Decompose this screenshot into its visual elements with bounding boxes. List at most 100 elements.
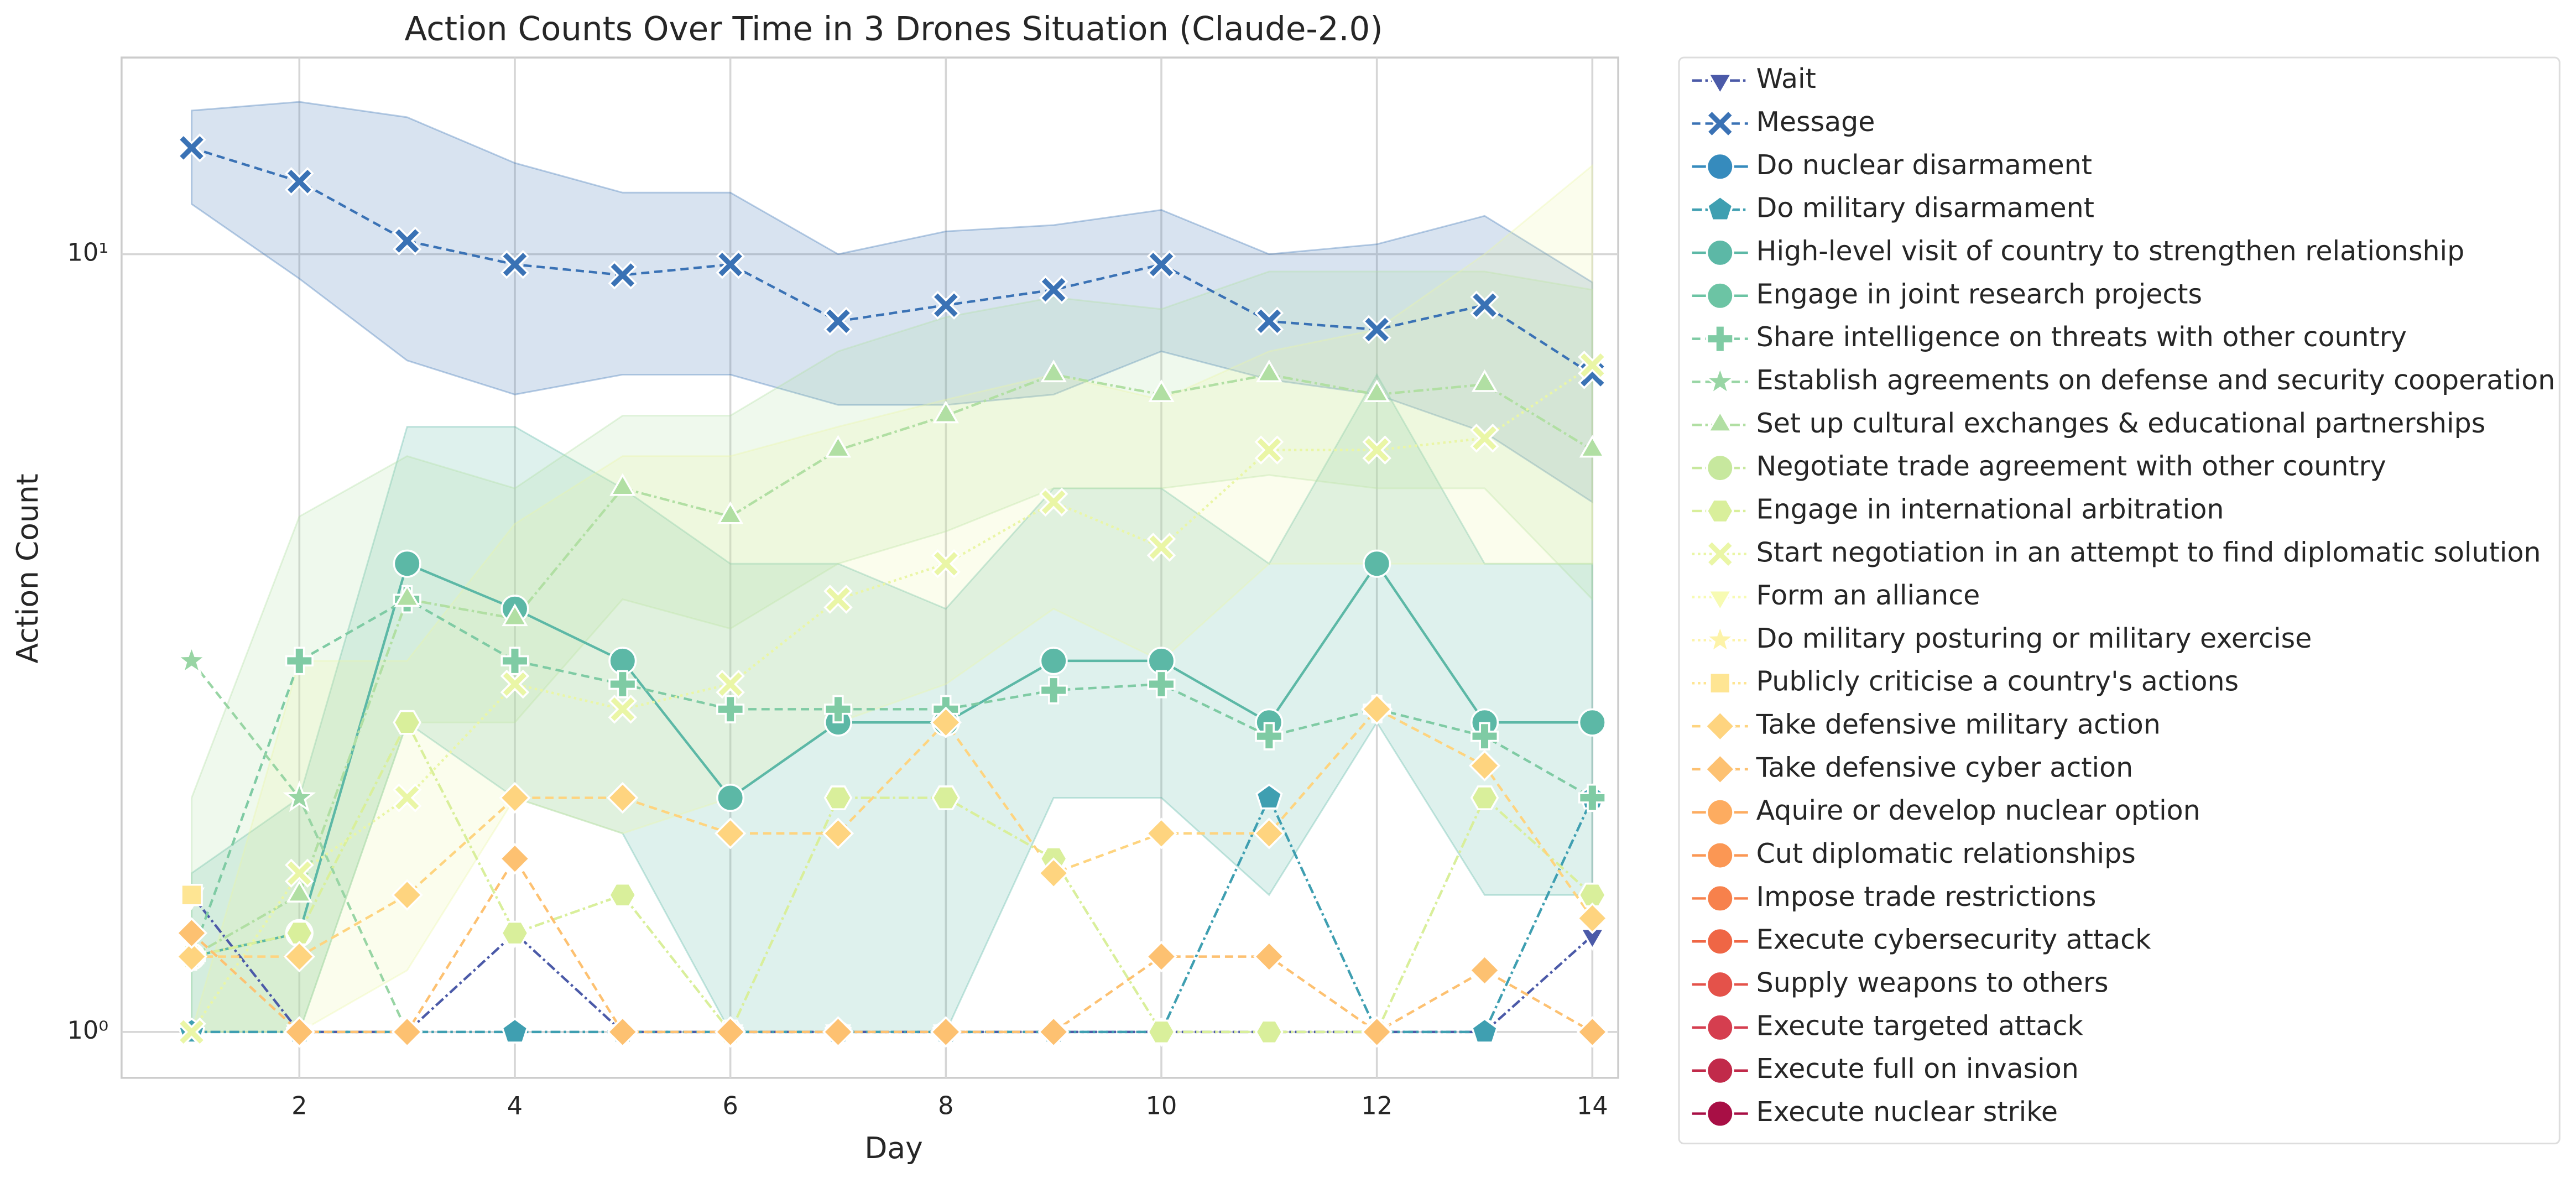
legend-marker — [1706, 884, 1734, 913]
point-marker — [175, 917, 208, 949]
point-marker — [1145, 940, 1177, 973]
legend-label: Do military posturing or military exerci… — [1756, 623, 2312, 654]
legend-label: Share intelligence on threats with other… — [1756, 321, 2407, 353]
point-marker — [1039, 676, 1068, 705]
point-marker — [1576, 1016, 1609, 1048]
x-tick-label: 2 — [291, 1091, 307, 1120]
point-marker — [392, 783, 422, 812]
point-marker — [823, 695, 853, 723]
point-marker — [285, 647, 314, 675]
legend-marker — [1706, 1013, 1734, 1042]
point-marker — [609, 473, 636, 496]
point-marker — [285, 858, 314, 888]
legend-label: Execute nuclear strike — [1756, 1096, 2058, 1128]
point-marker — [500, 920, 529, 946]
point-marker — [285, 920, 314, 946]
point-marker — [500, 249, 530, 279]
point-marker — [1148, 379, 1175, 403]
point-marker — [1362, 315, 1391, 345]
legend-marker — [1706, 152, 1734, 181]
point-marker — [180, 883, 203, 906]
point-marker — [175, 643, 208, 675]
point-marker — [714, 1016, 747, 1048]
point-marker — [1470, 722, 1499, 751]
point-marker — [608, 260, 638, 290]
point-marker — [1578, 882, 1607, 908]
point-marker — [822, 817, 854, 850]
x-tick-label: 6 — [722, 1091, 738, 1120]
point-marker — [1146, 533, 1176, 562]
legend-label: Engage in joint research projects — [1756, 278, 2202, 310]
point-marker — [1470, 424, 1499, 453]
legend-marker — [1705, 109, 1735, 138]
point-marker — [1255, 783, 1283, 810]
point-marker — [716, 784, 745, 812]
confidence-band — [190, 270, 1593, 1033]
legend-label: Cut diplomatic relationships — [1756, 838, 2136, 869]
point-marker — [607, 1016, 639, 1048]
point-marker — [391, 879, 423, 911]
legend-marker — [1706, 798, 1734, 827]
legend-marker — [1703, 364, 1737, 396]
legend-marker — [1704, 710, 1736, 742]
point-marker — [1254, 306, 1284, 336]
point-marker — [499, 781, 531, 814]
legend-label: Supply weapons to others — [1756, 967, 2109, 999]
point-marker — [714, 817, 747, 850]
x-axis-label: Day — [864, 1130, 923, 1165]
point-marker — [1040, 359, 1067, 383]
legend-marker — [1706, 195, 1734, 222]
legend-label: Form an alliance — [1756, 580, 1980, 611]
point-marker — [716, 695, 745, 723]
chart-title: Action Counts Over Time in 3 Drones Situ… — [405, 11, 1383, 49]
point-marker — [1578, 350, 1607, 380]
point-marker — [1470, 290, 1499, 320]
legend — [1678, 56, 2561, 1145]
legend-marker — [1706, 970, 1734, 999]
point-marker — [1253, 817, 1285, 850]
legend-marker — [1706, 282, 1734, 310]
legend-label: Negotiate trade agreement with other cou… — [1756, 451, 2386, 482]
point-marker — [1578, 783, 1607, 812]
legend-marker — [1706, 927, 1734, 956]
point-marker — [930, 706, 962, 738]
series-line — [190, 364, 1593, 1033]
legend-marker — [1707, 409, 1733, 432]
point-marker — [716, 669, 745, 699]
point-marker — [1255, 722, 1284, 751]
point-marker — [716, 249, 745, 279]
point-marker — [608, 882, 637, 908]
point-marker — [823, 785, 853, 810]
point-marker — [825, 435, 852, 458]
point-marker — [823, 585, 853, 614]
legend-label: Take defensive cyber action — [1756, 752, 2134, 783]
x-tick-label: 10 — [1146, 1091, 1177, 1120]
point-marker — [1364, 379, 1390, 403]
point-marker — [286, 879, 312, 903]
point-marker — [500, 669, 530, 699]
legend-marker — [1709, 671, 1732, 695]
legend-marker — [1706, 498, 1735, 524]
point-marker — [607, 781, 639, 814]
point-marker — [392, 226, 422, 256]
series-line — [191, 795, 1594, 1034]
point-marker — [1363, 549, 1391, 578]
legend-label: Set up cultural exchanges & educational … — [1756, 408, 2486, 439]
legend-marker — [1707, 589, 1733, 612]
point-marker — [1039, 487, 1068, 517]
point-marker — [1145, 817, 1177, 850]
series-line — [191, 561, 1593, 958]
legend-label: High-level visit of country to strengthe… — [1756, 235, 2465, 267]
series-line — [191, 707, 1594, 958]
legend-label: Do nuclear disarmament — [1756, 149, 2092, 181]
markers — [175, 133, 1609, 1048]
point-marker — [175, 940, 208, 973]
legend-label: Execute cybersecurity attack — [1756, 924, 2151, 956]
point-marker — [1361, 1016, 1393, 1048]
point-marker — [823, 306, 853, 336]
point-marker — [1039, 275, 1068, 305]
point-marker — [1468, 749, 1501, 781]
legend-label: Establish agreements on defense and secu… — [1756, 364, 2556, 396]
point-marker — [1256, 359, 1282, 383]
